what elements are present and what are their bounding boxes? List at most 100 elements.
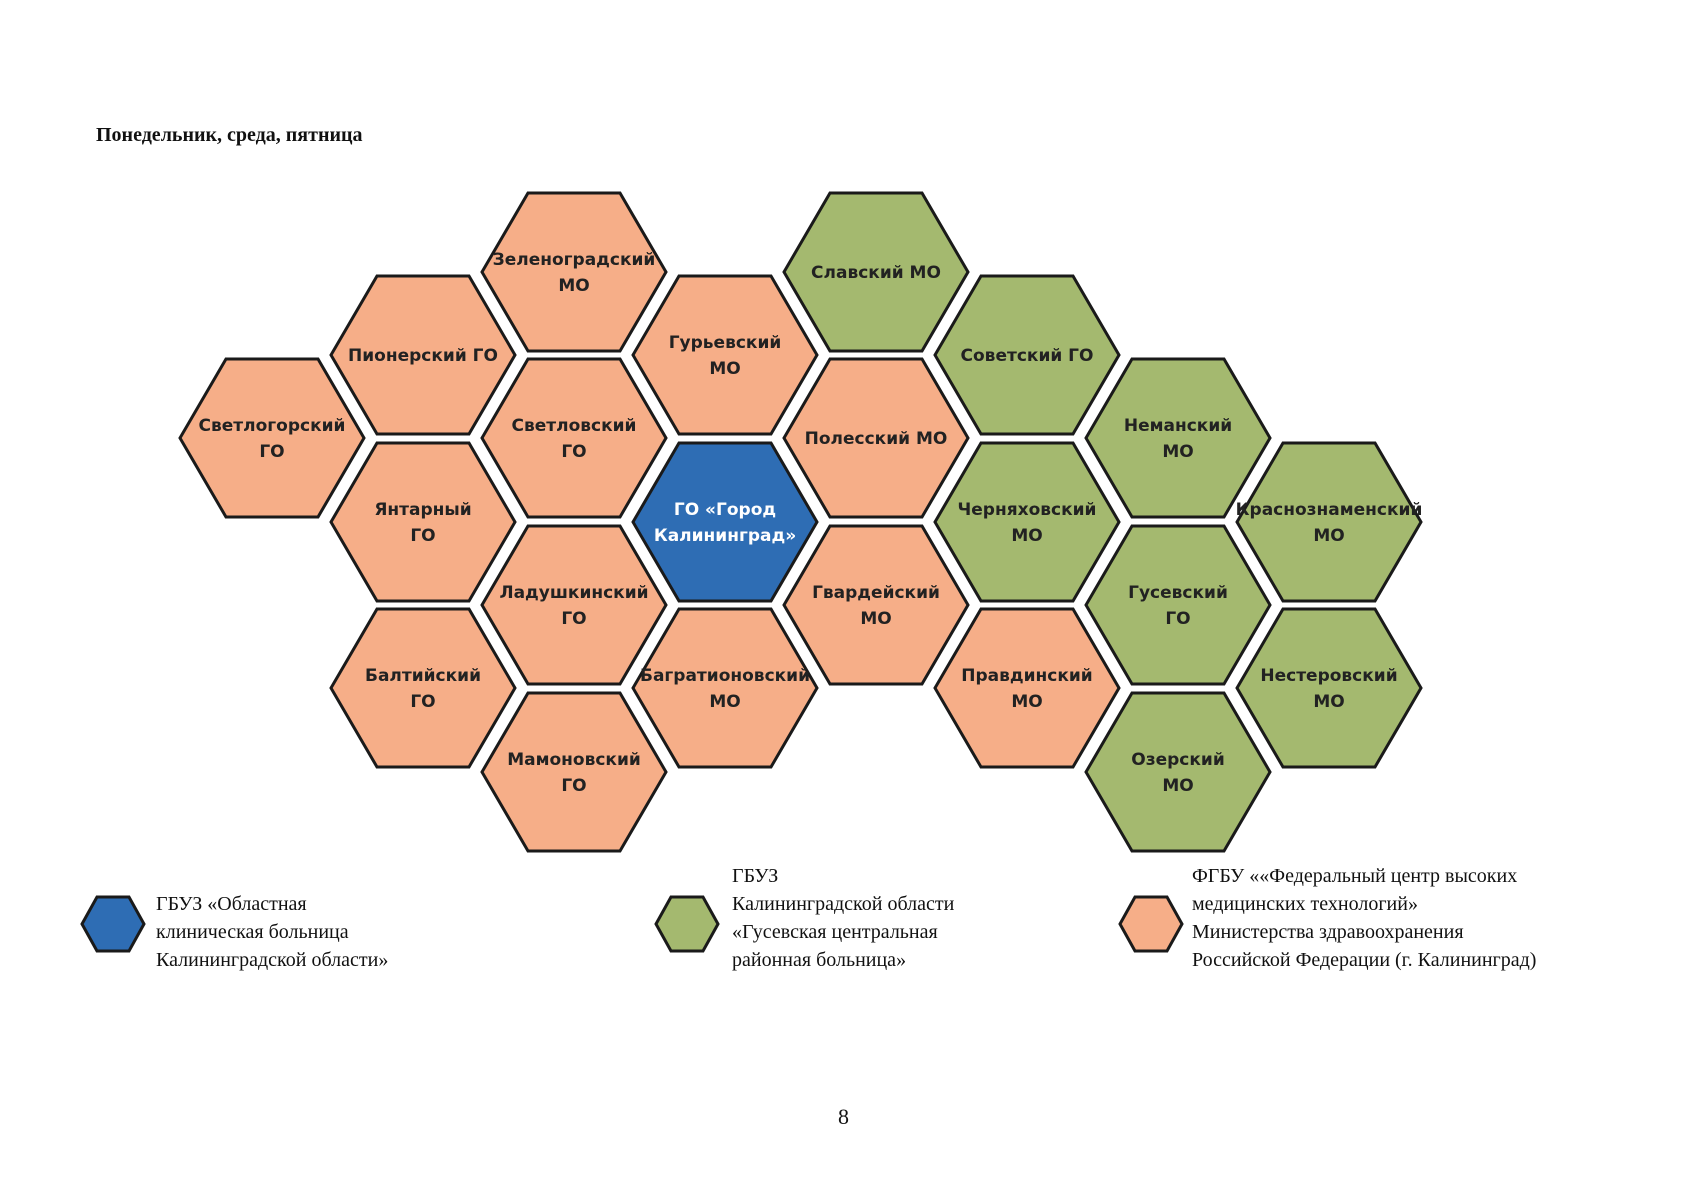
hex-shape xyxy=(329,274,517,436)
hex-label: ГО xyxy=(561,442,586,462)
hex-label: Неманский xyxy=(1124,416,1232,436)
hex-yantarny: Янтарный ГО xyxy=(329,441,517,603)
hex-label: Янтарный xyxy=(374,500,471,520)
hex-label: Краснознаменский xyxy=(1236,500,1423,520)
hex-nemansky: Неманский МО xyxy=(1084,357,1272,519)
hex-shape xyxy=(1235,441,1423,603)
hex-shape xyxy=(1084,524,1272,686)
hex-gusevsky: Гусевский ГО xyxy=(1084,524,1272,686)
hex-label: Калининград» xyxy=(654,526,796,546)
hex-shape xyxy=(329,607,517,769)
hex-label: ГО xyxy=(410,692,435,712)
hex-label: ГО xyxy=(561,776,586,796)
legend-line: клиническая больница xyxy=(156,921,349,943)
hex-pravdinsky: Правдинский МО xyxy=(933,607,1121,769)
hex-shape xyxy=(480,691,668,853)
hex-shape xyxy=(933,274,1121,436)
hex-krasnoznamensky: Краснознаменский МО xyxy=(1235,441,1423,603)
hex-svetlovsky: Светловский ГО xyxy=(480,357,668,519)
hex-label: МО xyxy=(860,609,891,629)
hex-label: Гвардейский xyxy=(812,583,940,603)
legend-line: районная больница» xyxy=(732,949,907,971)
hex-shape xyxy=(1084,357,1272,519)
hex-label: Ладушкинский xyxy=(499,583,648,603)
hex-guryevsky: Гурьевский МО xyxy=(631,274,819,436)
hex-label: ГО xyxy=(561,609,586,629)
hex-ozersky: Озерский МО xyxy=(1084,691,1272,853)
hex-label: Балтийский xyxy=(365,666,481,686)
legend-line: Министерства здравоохранения xyxy=(1192,921,1464,943)
hex-label: Зеленоградский xyxy=(493,250,656,270)
hex-label: Мамоновский xyxy=(507,750,641,770)
legend-line: ГБУЗ «Областная xyxy=(156,893,307,915)
hex-shape xyxy=(480,191,668,353)
hex-label: МО xyxy=(709,692,740,712)
hex-svetlogorsky: Светлогорский ГО xyxy=(178,357,366,519)
hex-shape xyxy=(631,274,819,436)
hex-label: Гусевский xyxy=(1128,583,1228,603)
hex-label: Озерский xyxy=(1131,750,1224,770)
page-heading: Понедельник, среда, пятница xyxy=(96,124,363,146)
hex-label: МО xyxy=(709,359,740,379)
hex-slavsky: Славский МО xyxy=(782,191,970,353)
hex-label: ГО xyxy=(410,526,435,546)
hex-label: Полесский МО xyxy=(805,429,948,449)
hex-sovetsky: Советский ГО xyxy=(933,274,1121,436)
hex-shape xyxy=(480,524,668,686)
hex-chernyakhovsky: Черняховский МО xyxy=(933,441,1121,603)
legend-line: Калининградской области» xyxy=(156,949,389,971)
hex-label: Багратионовский xyxy=(640,666,810,686)
hex-shape xyxy=(1235,607,1423,769)
hex-shape xyxy=(782,357,970,519)
hex-label: ГО «Город xyxy=(674,500,776,520)
hex-shape xyxy=(329,441,517,603)
legend-label-blue: ГБУЗ «Областная клиническая больница Калин… xyxy=(156,890,388,974)
legend-label-green: ГБУЗ Калининградской области «Гусевская це… xyxy=(732,862,954,974)
hex-zelenogradsky: Зеленоградский МО xyxy=(480,191,668,353)
hex-label: ГО xyxy=(1165,609,1190,629)
hex-nesterovsky: Нестеровский МО xyxy=(1235,607,1423,769)
hex-kaliningrad: ГО «Город Калининград» xyxy=(631,441,819,603)
hex-shape xyxy=(933,607,1121,769)
hex-label: Нестеровский xyxy=(1260,666,1397,686)
hex-shape xyxy=(480,357,668,519)
hex-label: Правдинский xyxy=(961,666,1092,686)
hex-label: Славский МО xyxy=(811,263,941,283)
legend-line: ГБУЗ xyxy=(732,865,779,887)
hex-shape xyxy=(631,607,819,769)
legend-swatch-green xyxy=(654,895,720,953)
hex-label: МО xyxy=(1313,692,1344,712)
hex-label: Светловский xyxy=(512,416,637,436)
hex-label: Пионерский ГО xyxy=(348,346,498,366)
page-number: 8 xyxy=(838,1104,849,1129)
hex-shape xyxy=(782,524,970,686)
hex-label: ГО xyxy=(259,442,284,462)
hex-shape xyxy=(178,357,366,519)
hex-label: Советский ГО xyxy=(961,346,1094,366)
hex-shape xyxy=(782,191,970,353)
legend-label-orange: ФГБУ ««Федеральный центр высоких медицинс… xyxy=(1192,862,1536,974)
legend-swatch-blue xyxy=(80,895,146,953)
legend-line: «Гусевская центральная xyxy=(732,921,938,943)
hex-label: Гурьевский xyxy=(669,333,782,353)
hex-label: МО xyxy=(1162,776,1193,796)
hex-ladushkinsky: Ладушкинский ГО xyxy=(480,524,668,686)
hex-bagrationovsky: Багратионовский МО xyxy=(631,607,819,769)
hex-mamonovsky: Мамоновский ГО xyxy=(480,691,668,853)
hex-shape xyxy=(1084,691,1272,853)
legend-line: Российской Федерации (г. Калининград) xyxy=(1192,949,1537,971)
hex-label: Черняховский xyxy=(958,500,1097,520)
hex-label: МО xyxy=(1011,526,1042,546)
hex-shape xyxy=(631,441,819,603)
hex-label: МО xyxy=(1313,526,1344,546)
legend-line: медицинских технологий» xyxy=(1192,893,1418,915)
hex-gvardeysky: Гвардейский МО xyxy=(782,524,970,686)
legend-swatch-orange xyxy=(1118,895,1184,953)
hex-label: Светлогорский xyxy=(199,416,346,436)
hex-label: МО xyxy=(558,276,589,296)
legend-line: Калининградской области xyxy=(732,893,955,915)
legend-line: ФГБУ ««Федеральный центр высоких xyxy=(1192,865,1518,887)
hex-label: МО xyxy=(1162,442,1193,462)
hex-label: МО xyxy=(1011,692,1042,712)
